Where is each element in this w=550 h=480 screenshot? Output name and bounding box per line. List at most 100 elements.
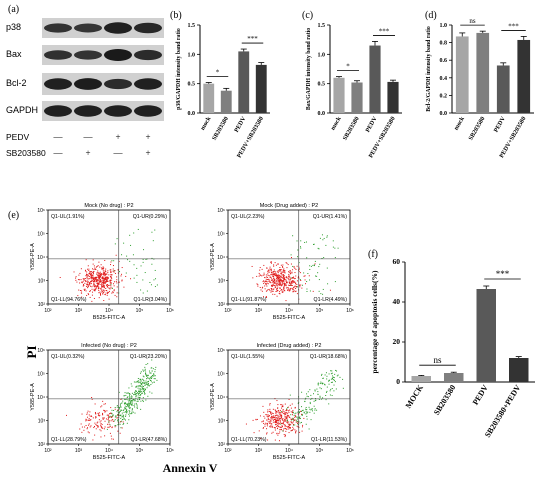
flow-dot — [142, 375, 144, 377]
flow-dot — [102, 266, 104, 268]
flow-dot — [325, 391, 327, 393]
flow-dot — [143, 380, 145, 382]
flow-dot — [116, 417, 118, 419]
flow-dot — [87, 285, 89, 287]
y-tick-label: 0.5 — [188, 82, 196, 88]
flow-dot — [96, 285, 98, 287]
flow-dot — [274, 427, 276, 429]
flow-dot — [151, 263, 153, 265]
flow-dot — [288, 288, 290, 290]
flow-dot — [284, 403, 286, 405]
flow-y-axis-label: Y585-PE-A — [30, 243, 36, 271]
flow-dot — [108, 274, 110, 276]
flow-dot — [336, 375, 338, 377]
flow-dot — [105, 280, 107, 282]
flow-dot — [110, 269, 112, 271]
flow-dot — [88, 432, 90, 434]
y-tick-label: 0.8 — [440, 41, 448, 47]
flow-dot — [140, 389, 142, 391]
flow-dot — [276, 425, 278, 427]
flow-dot — [150, 384, 152, 386]
flow-dot — [280, 287, 282, 289]
flow-dot — [304, 400, 306, 402]
flow-dot — [277, 419, 279, 421]
flow-dot — [144, 272, 146, 274]
flow-dot — [110, 286, 112, 288]
flow-dot — [102, 268, 104, 270]
flow-dot — [105, 278, 107, 280]
sign-pedv-3: + — [115, 132, 120, 142]
flow-dot — [141, 386, 143, 388]
flow-dot — [129, 397, 131, 399]
flow-dot — [114, 270, 116, 272]
quadrant-ll-label: Q1-LL(70.23%) — [231, 437, 267, 443]
flow-dot — [288, 276, 290, 278]
flow-dot — [142, 387, 144, 389]
blot-band — [104, 49, 132, 61]
flow-dot — [268, 411, 270, 413]
flow-dot — [118, 281, 120, 283]
flow-dot — [131, 395, 133, 397]
flow-dot — [99, 274, 101, 276]
flow-dot — [314, 263, 316, 265]
flow-dot — [96, 265, 98, 267]
flow-dot — [95, 287, 97, 289]
flow-dot — [81, 431, 83, 433]
flow-dot — [136, 381, 138, 383]
flow-dot — [99, 280, 101, 282]
flow-dot — [311, 397, 313, 399]
flow-dot — [107, 415, 109, 417]
flow-dot — [129, 393, 131, 395]
flow-dot — [306, 393, 308, 395]
flow-dot — [274, 280, 276, 282]
flow-dot — [111, 279, 113, 281]
flow-dot — [145, 374, 147, 376]
flow-dot — [281, 406, 283, 408]
sign-sb-1: — — [53, 148, 64, 158]
flow-dot — [279, 270, 281, 272]
flow-dot — [276, 420, 278, 422]
flow-dot — [279, 266, 281, 268]
flow-dot — [97, 275, 99, 277]
flow-dot — [326, 390, 328, 392]
flow-dot — [114, 408, 116, 410]
flow-dot — [87, 268, 89, 270]
flow-dot — [98, 277, 100, 279]
flow-dot — [86, 412, 88, 414]
flow-dot — [116, 411, 118, 413]
flow-dot — [261, 268, 263, 270]
flow-dot — [105, 278, 107, 280]
flow-dot — [272, 282, 274, 284]
flow-dot — [295, 412, 297, 414]
flow-dot — [275, 412, 277, 414]
flow-dot — [300, 240, 302, 242]
flow-dot — [92, 417, 94, 419]
flow-dot — [106, 286, 108, 288]
flow-dot — [256, 418, 258, 420]
flow-dot — [280, 284, 282, 286]
flow-dot — [277, 276, 279, 278]
flow-dot — [86, 271, 88, 273]
flow-dot — [291, 281, 293, 283]
flow-dot — [293, 281, 295, 283]
flow-dot — [256, 275, 258, 277]
bar-PEDV — [476, 289, 496, 382]
flow-dot — [100, 406, 102, 408]
flow-plot-title: Mock (No drug) : P2 — [84, 203, 133, 209]
flow-dot — [279, 283, 281, 285]
flow-dot — [128, 399, 130, 401]
flow-dot — [292, 265, 294, 267]
flow-dot — [101, 276, 103, 278]
sign-pedv-4: + — [145, 132, 150, 142]
flow-dot — [299, 418, 301, 420]
flow-dot — [89, 415, 91, 417]
flow-dot — [99, 273, 101, 275]
flow-dot — [103, 273, 105, 275]
flow-dot — [263, 415, 265, 417]
flow-dot — [93, 270, 95, 272]
flow-dot — [105, 274, 107, 276]
flow-dot — [273, 282, 275, 284]
flow-dot — [94, 290, 96, 292]
flow-dot — [279, 431, 281, 433]
flow-dot — [295, 283, 297, 285]
